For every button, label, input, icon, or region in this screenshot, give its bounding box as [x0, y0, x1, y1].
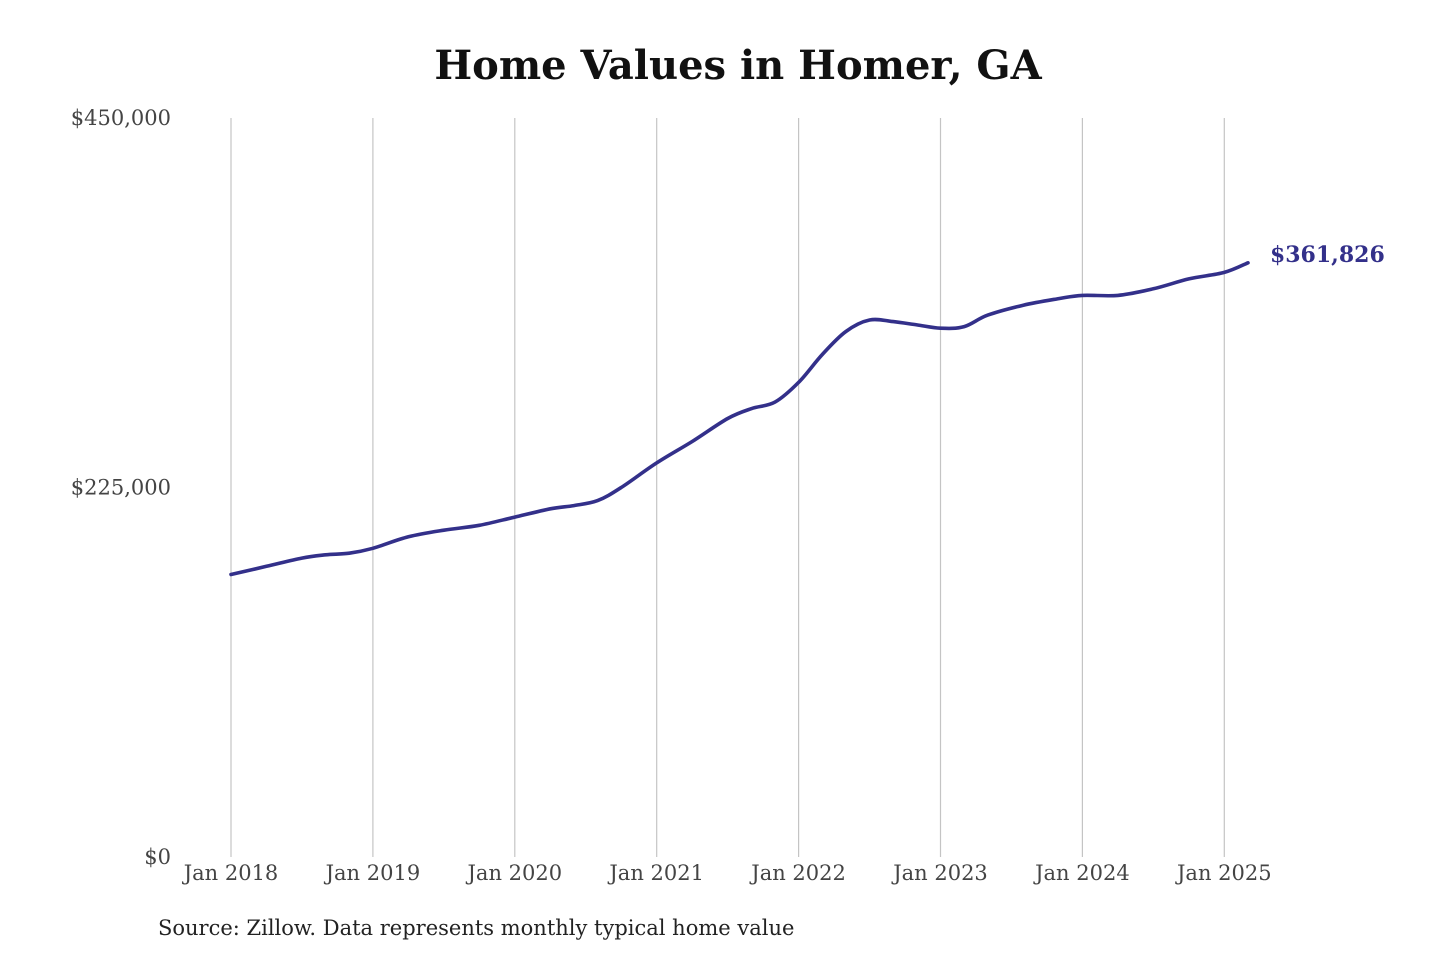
x-tick-label: Jan 2022 — [749, 861, 846, 885]
x-tick-label: Jan 2020 — [466, 861, 563, 885]
source-note: Source: Zillow. Data represents monthly … — [158, 916, 795, 940]
x-tick-label: Jan 2023 — [891, 861, 988, 885]
series-line — [229, 261, 1250, 577]
x-tick-label: Jan 2025 — [1175, 861, 1272, 885]
x-tick-label: Jan 2019 — [324, 861, 421, 885]
x-axis-tick-labels: Jan 2018 Jan 2019 Jan 2020 Jan 2021 Jan 2022… — [182, 861, 1272, 885]
series-layer — [229, 261, 1250, 577]
y-axis-tick-labels: $0 $225,000 $450,000 — [71, 106, 171, 869]
y-tick-label: $0 — [144, 845, 171, 869]
gridlines — [230, 118, 1225, 857]
chart-title: Home Values in Homer, GA — [434, 42, 1042, 89]
end-labels: $361,826 — [1270, 242, 1385, 268]
x-tick-label: Jan 2024 — [1033, 861, 1130, 885]
x-tick-label: Jan 2018 — [182, 861, 279, 885]
x-tick-label: Jan 2021 — [607, 861, 704, 885]
end-value-label: $361,826 — [1270, 242, 1385, 268]
y-tick-label: $450,000 — [71, 106, 171, 130]
y-tick-label: $225,000 — [71, 476, 171, 500]
